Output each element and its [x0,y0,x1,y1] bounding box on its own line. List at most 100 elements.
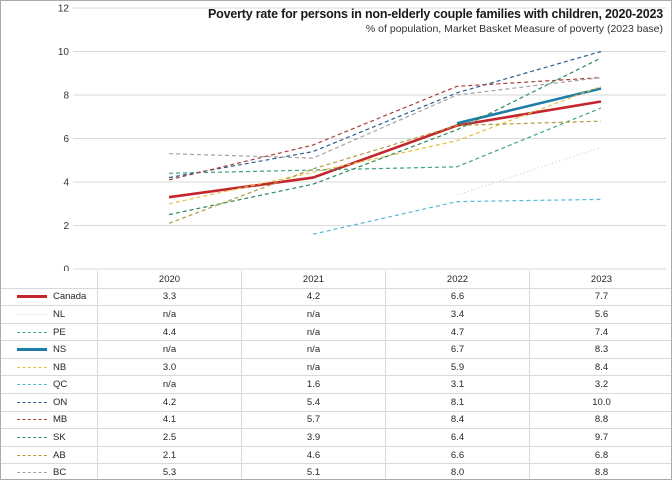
table-row-ns: NS n/a n/a 6.7 8.3 [1,340,671,358]
legend-line-swatch [17,313,47,315]
data-cell: 3.3 [97,288,241,306]
data-cell: 4.6 [241,446,385,464]
series-line-bc [168,77,602,159]
data-cell: 8.1 [385,394,529,411]
title-block: Poverty rate for persons in non-elderly … [208,7,663,35]
table-header-row: 2020 2021 2022 2023 [1,271,671,288]
legend-line-swatch [17,419,47,421]
year-column-header: 2020 [97,271,241,288]
table-row-mb: MB 4.1 5.7 8.4 8.8 [1,410,671,429]
y-tick-label: 8 [63,91,69,102]
table-row-bc: BC 5.3 5.1 8.0 8.8 [1,463,671,479]
legend-cell: NS [1,341,97,358]
series-name: PE [53,326,66,338]
data-cell: 3.1 [385,376,529,394]
chart-title: Poverty rate for persons in non-elderly … [208,7,663,21]
series-name: NB [53,361,67,373]
legend-cell: SK [1,429,97,446]
series-name: ON [53,396,68,408]
series-name: QC [53,379,68,391]
legend-cell: NB [1,359,97,376]
series-line-nl [456,146,602,196]
y-tick-label: 2 [63,221,69,232]
data-cell: 5.4 [241,394,385,411]
chart-canvas: 0 2 4 6 8 10 12 [58,4,666,272]
data-cell: 3.0 [97,358,241,376]
table-row-nb: NB 3.0 n/a 5.9 8.4 [1,357,671,376]
series-line-sk [168,57,602,216]
data-cell: 6.8 [529,446,671,464]
data-cell: n/a [241,341,385,358]
data-cell: 3.2 [529,376,671,394]
y-tick-label: 4 [63,178,69,189]
data-cell: 4.7 [385,323,529,341]
legend-cell: BC [1,464,97,479]
legend-cell: QC [1,376,97,393]
table-row-sk: SK 2.5 3.9 6.4 9.7 [1,428,671,446]
table-row-qc: QC n/a 1.6 3.1 3.2 [1,375,671,394]
legend-cell: NL [1,306,97,323]
data-cell: 4.2 [241,288,385,306]
series-name: BC [53,467,67,479]
data-cell: 4.4 [97,323,241,341]
data-cell: 7.7 [529,288,671,306]
series-line-mb [168,77,602,181]
legend-cell: AB [1,447,97,464]
legend-line-swatch [17,436,47,438]
legend-line-swatch [17,295,47,299]
y-tick-label: 0 [63,265,69,272]
table-row-nl: NL n/a n/a 3.4 5.6 [1,305,671,323]
data-cell: n/a [97,376,241,394]
year-column-header: 2021 [241,271,385,288]
data-cell: 1.6 [241,376,385,394]
data-cell: 5.1 [241,464,385,479]
y-tick-label: 10 [58,47,70,58]
y-tick-label: 6 [63,134,69,145]
year-column-header: 2023 [529,271,671,288]
legend-line-swatch [17,401,47,403]
data-cell: 8.3 [529,341,671,358]
series-line-pe [168,107,602,174]
data-cell: 5.7 [241,411,385,429]
data-cell: n/a [97,306,241,323]
data-cell: 5.6 [529,306,671,323]
legend-line-swatch [17,348,47,352]
data-cell: 2.5 [97,429,241,446]
legend-line-swatch [17,366,47,368]
data-cell: 8.4 [529,358,671,376]
legend-line-swatch [17,472,47,474]
data-cell: 10.0 [529,394,671,411]
data-cell: n/a [241,323,385,341]
series-name: NS [53,344,67,356]
data-cell: n/a [241,358,385,376]
data-cell: 8.8 [529,411,671,429]
table-row-pe: PE 4.4 n/a 4.7 7.4 [1,322,671,341]
data-cell: 5.9 [385,358,529,376]
data-cell: 6.4 [385,429,529,446]
data-cell: 9.7 [529,429,671,446]
legend-cell: ON [1,394,97,411]
series-name: AB [53,449,66,461]
data-cell: 4.2 [97,394,241,411]
series-line-nb [168,85,602,205]
chart-subtitle: % of population, Market Basket Measure o… [365,23,663,35]
legend-cell: PE [1,324,97,341]
table-row-ab: AB 2.1 4.6 6.6 6.8 [1,445,671,464]
data-cell: 3.4 [385,306,529,323]
series-name: NL [53,308,66,320]
data-cell: 6.7 [385,341,529,358]
data-cell: 8.8 [529,464,671,479]
data-cell: n/a [241,306,385,323]
table-row-canada: Canada 3.3 4.2 6.6 7.7 [1,287,671,306]
data-cell: 5.3 [97,464,241,479]
series-name: Canada [53,291,87,303]
legend-line-swatch [17,331,47,333]
legend-cell: Canada [1,289,97,306]
legend-line-swatch [17,384,47,386]
table-row-on: ON 4.2 5.4 8.1 10.0 [1,393,671,411]
data-cell: 8.0 [385,464,529,479]
data-cell: 7.4 [529,323,671,341]
y-tick-label: 12 [58,4,70,15]
series-line-ns [456,87,602,125]
